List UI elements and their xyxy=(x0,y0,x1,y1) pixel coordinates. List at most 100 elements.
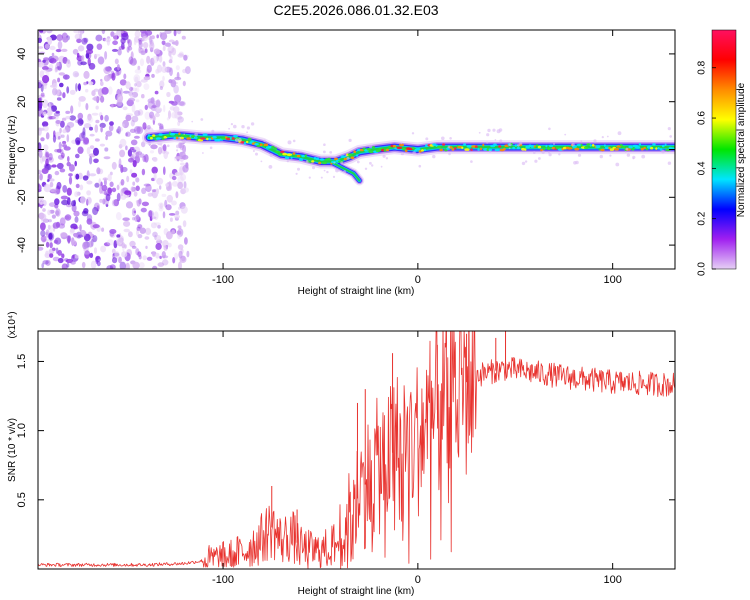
noise-blob xyxy=(113,199,119,207)
noise-blob xyxy=(111,72,116,81)
ridge-halo-dot xyxy=(308,176,311,179)
noise-blob xyxy=(59,91,63,96)
ridge-speckle xyxy=(600,148,605,152)
noise-blob xyxy=(48,102,51,112)
noise-blob xyxy=(47,36,53,45)
noise-blob xyxy=(62,92,66,99)
noise-blob xyxy=(75,83,78,92)
noise-blob xyxy=(157,146,163,155)
ridge-speckle xyxy=(214,139,220,142)
noise-blob xyxy=(42,111,47,116)
noise-blob xyxy=(38,97,43,102)
ridge-speckle xyxy=(309,160,312,164)
noise-blob xyxy=(43,144,49,151)
ridge-halo-dot xyxy=(246,126,250,130)
ridge-speckle xyxy=(603,144,607,147)
noise-blob xyxy=(77,30,84,36)
noise-blob xyxy=(153,48,161,55)
noise-blob xyxy=(150,105,158,111)
ridge-speckle xyxy=(521,147,526,151)
noise-blob xyxy=(174,40,179,46)
noise-blob xyxy=(38,94,46,99)
noise-blob xyxy=(83,81,88,86)
colorbar-tick-label: 0.4 xyxy=(697,161,708,175)
noise-blob xyxy=(42,239,49,242)
noise-blob xyxy=(134,110,141,117)
noise-blob xyxy=(38,127,45,131)
ridge-halo-dot xyxy=(478,131,481,134)
ridge-halo-dot xyxy=(385,157,389,160)
noise-blob xyxy=(148,210,153,218)
noise-blob xyxy=(76,52,80,58)
ridge-halo-dot xyxy=(323,150,326,154)
ridge-halo-dot xyxy=(606,135,609,138)
noise-blob xyxy=(93,247,98,254)
ridge-halo-dot xyxy=(333,161,336,164)
noise-blob xyxy=(174,214,181,219)
ridge-speckle xyxy=(321,161,328,165)
ridge-halo-dot xyxy=(487,128,491,133)
ridge-halo-dot xyxy=(534,159,538,163)
noise-blob xyxy=(60,232,67,238)
noise-blob xyxy=(62,74,70,80)
noise-blob xyxy=(182,220,187,228)
noise-blob xyxy=(137,109,144,116)
noise-blob xyxy=(88,62,96,70)
ridge-speckle xyxy=(537,145,542,149)
noise-blob xyxy=(66,235,72,243)
noise-blob xyxy=(95,119,100,124)
noise-blob xyxy=(46,30,53,34)
noise-blob xyxy=(156,34,159,39)
noise-blob xyxy=(165,183,169,187)
noise-blob xyxy=(105,66,111,72)
noise-blob xyxy=(79,33,82,42)
ridge-halo-dot xyxy=(305,160,309,163)
noise-blob xyxy=(129,58,137,66)
noise-blob xyxy=(175,210,180,216)
ridge-speckle xyxy=(457,145,463,149)
noise-blob xyxy=(49,45,56,51)
spectrogram-y-ticks: -40 -20 0 20 40 xyxy=(16,48,675,253)
noise-blob xyxy=(77,118,84,126)
noise-blob xyxy=(86,190,91,196)
noise-blob xyxy=(40,201,43,205)
ridge-halo-dot xyxy=(624,151,627,153)
noise-blob xyxy=(103,75,110,82)
noise-blob xyxy=(162,211,166,219)
noise-blob xyxy=(88,81,94,86)
noise-blob xyxy=(174,94,182,103)
noise-blob xyxy=(86,218,93,225)
noise-blob xyxy=(166,151,170,155)
noise-blob xyxy=(158,54,163,63)
noise-blob xyxy=(66,121,75,128)
noise-blob xyxy=(115,70,120,76)
noise-blob xyxy=(157,224,161,229)
noise-blob xyxy=(149,114,153,121)
noise-blob xyxy=(161,193,167,197)
noise-blob xyxy=(99,198,103,203)
noise-blob xyxy=(105,135,108,141)
noise-blob xyxy=(146,55,151,64)
ridge-speckle xyxy=(530,145,535,148)
noise-blob xyxy=(111,103,114,109)
noise-blob xyxy=(38,46,44,49)
noise-blob xyxy=(49,225,53,234)
noise-blob xyxy=(151,166,158,174)
noise-blob xyxy=(142,36,148,42)
noise-blob xyxy=(112,257,118,264)
ridge-halo-dot xyxy=(356,160,360,164)
noise-blob xyxy=(163,104,166,113)
x-tick-label: 0 xyxy=(415,574,421,586)
ridge-speckle xyxy=(271,145,275,149)
ridge-halo-dot xyxy=(323,169,326,172)
noise-blob xyxy=(108,124,114,132)
noise-blob xyxy=(59,82,64,88)
noise-blob xyxy=(135,151,140,157)
noise-blob xyxy=(112,40,118,46)
ridge-speckle xyxy=(591,144,595,147)
noise-blob xyxy=(133,39,137,46)
noise-blob xyxy=(57,40,63,50)
x-tick-label: 0 xyxy=(415,274,421,286)
ridge-speckle xyxy=(542,147,546,151)
